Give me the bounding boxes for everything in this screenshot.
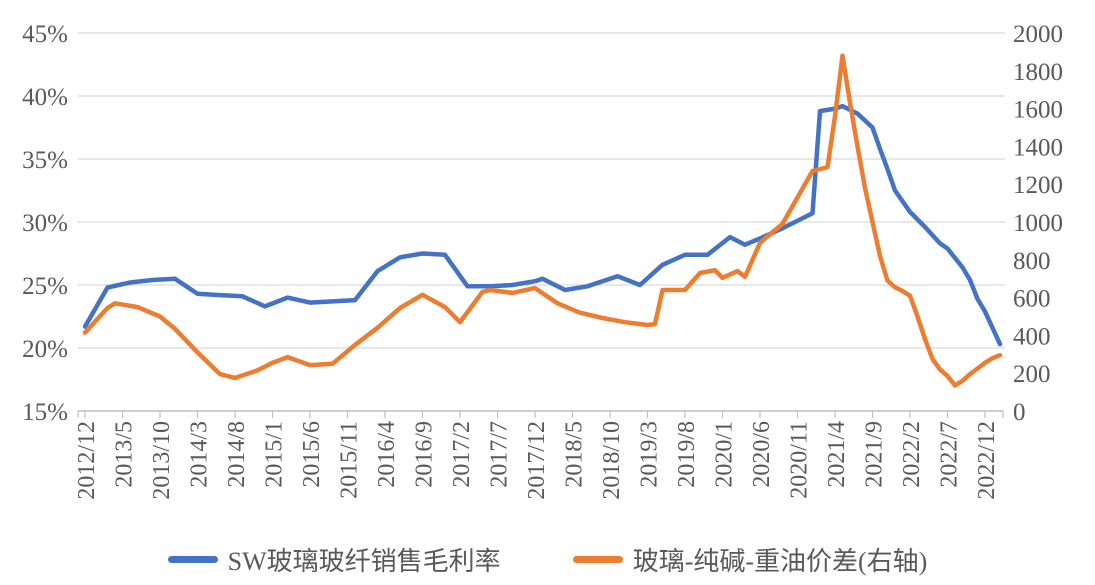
y-axis-left-label: 25% bbox=[22, 273, 68, 300]
x-axis-label: 2014/3 bbox=[187, 421, 213, 488]
x-axis-label: 2018/5 bbox=[562, 421, 588, 488]
y-axis-right-label: 2000 bbox=[1013, 21, 1063, 48]
y-axis-left-label: 15% bbox=[22, 399, 68, 426]
x-axis-label: 2013/10 bbox=[149, 421, 175, 500]
y-axis-left-label: 40% bbox=[22, 84, 68, 111]
x-axis-label: 2019/3 bbox=[637, 421, 663, 488]
x-axis-label: 2018/10 bbox=[599, 421, 625, 500]
series-line-gross-margin bbox=[82, 103, 1003, 347]
x-axis-label: 2015/11 bbox=[337, 421, 363, 499]
legend-item-gross-margin: SW玻璃玻纤销售毛利率 bbox=[167, 541, 501, 578]
legend-label-gross-margin: SW玻璃玻纤销售毛利率 bbox=[227, 546, 501, 576]
x-axis-label: 2017/12 bbox=[524, 421, 550, 500]
y-axis-right-label: 1600 bbox=[1013, 97, 1063, 124]
y-axis-left-label: 35% bbox=[22, 147, 68, 174]
x-axis-label: 2021/9 bbox=[862, 421, 888, 488]
x-axis-label: 2021/4 bbox=[824, 421, 850, 488]
x-axis-label: 2017/7 bbox=[487, 421, 513, 488]
x-axis-label: 2016/4 bbox=[374, 421, 400, 488]
y-axis-left-label: 20% bbox=[22, 336, 68, 363]
legend-line-swatch-blue bbox=[167, 555, 218, 563]
y-axis-right-label: 1400 bbox=[1013, 134, 1063, 161]
y-axis-right-label: 400 bbox=[1013, 323, 1051, 350]
x-axis-label: 2017/2 bbox=[449, 421, 475, 488]
legend-line-swatch-orange bbox=[572, 555, 623, 563]
legend-label-price-spread: 玻璃-纯碱-重油价差(右轴) bbox=[632, 546, 928, 576]
x-axis-label: 2019/8 bbox=[674, 421, 700, 488]
series-line-price-spread bbox=[82, 53, 1003, 388]
x-axis-label: 2020/6 bbox=[749, 421, 775, 488]
x-axis-label: 2022/2 bbox=[899, 421, 925, 488]
y-axis-right-label: 1800 bbox=[1013, 59, 1063, 86]
y-axis-left-label: 30% bbox=[22, 210, 68, 237]
y-axis-right-label: 600 bbox=[1013, 286, 1051, 313]
x-axis-label: 2013/5 bbox=[112, 421, 138, 488]
y-axis-right-label: 800 bbox=[1013, 248, 1051, 275]
x-axis-label: 2015/1 bbox=[262, 421, 288, 488]
x-axis-label: 2022/12 bbox=[974, 421, 1000, 500]
y-axis-right-label: 200 bbox=[1013, 361, 1051, 388]
x-axis-label: 2012/12 bbox=[74, 421, 100, 500]
x-axis-label: 2016/9 bbox=[412, 421, 438, 488]
y-axis-right-label: 1200 bbox=[1013, 172, 1063, 199]
x-axis-label: 2022/7 bbox=[937, 421, 963, 488]
x-axis-label: 2014/8 bbox=[224, 421, 250, 488]
legend-item-price-spread: 玻璃-纯碱-重油价差(右轴) bbox=[572, 541, 928, 578]
y-axis-right-label: 1000 bbox=[1013, 210, 1063, 237]
y-axis-left-label: 45% bbox=[22, 21, 68, 48]
y-axis-right-label: 0 bbox=[1013, 399, 1026, 426]
chart-legend: SW玻璃玻纤销售毛利率 玻璃-纯碱-重油价差(右轴) bbox=[0, 537, 1095, 581]
x-axis-label: 2020/1 bbox=[712, 421, 738, 488]
x-axis-label: 2015/6 bbox=[299, 421, 325, 488]
x-axis-label: 2020/11 bbox=[787, 421, 813, 499]
